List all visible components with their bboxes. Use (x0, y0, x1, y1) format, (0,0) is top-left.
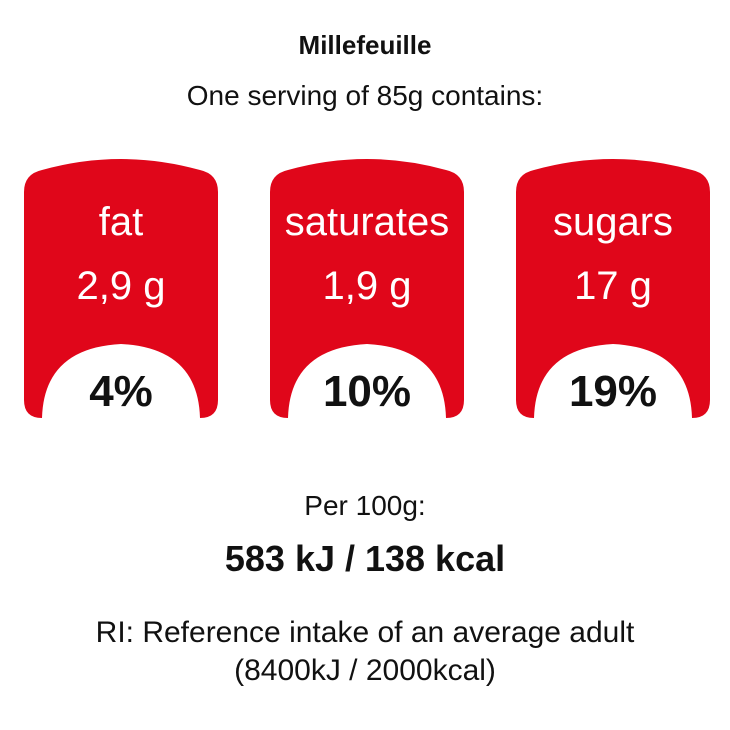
nutrient-percent: 19% (568, 367, 658, 416)
nutrient-label: fat (98, 200, 144, 244)
nutrient-badge-saturates: saturates 1,9 g 10% (260, 148, 474, 430)
serving-subtitle: One serving of 85g contains: (186, 80, 544, 111)
per-100g-label: Per 100g: (304, 490, 426, 521)
nutrient-amount: 17 g (574, 264, 652, 308)
nutrient-amount: 2,9 g (76, 264, 166, 308)
nutrient-label: saturates (284, 200, 450, 244)
badge-shape (24, 159, 218, 418)
nutrient-percent: 10% (322, 367, 412, 416)
product-title: Millefeuille (298, 30, 432, 60)
energy-value: 583 kJ / 138 kcal (224, 538, 506, 579)
nutrient-label: sugars (552, 200, 674, 244)
nutrient-badge-sugars: sugars 17 g 19% (506, 148, 720, 430)
badge-shape (516, 159, 710, 418)
reference-intake-text: RI: Reference intake of an average adult (95, 616, 635, 649)
reference-intake-values: (8400kJ / 2000kcal) (234, 654, 496, 687)
nutrient-percent: 4% (89, 367, 153, 416)
badge-shape (270, 159, 464, 418)
nutrient-badge-fat: fat 2,9 g 4% (14, 148, 228, 430)
nutrient-amount: 1,9 g (322, 264, 412, 308)
